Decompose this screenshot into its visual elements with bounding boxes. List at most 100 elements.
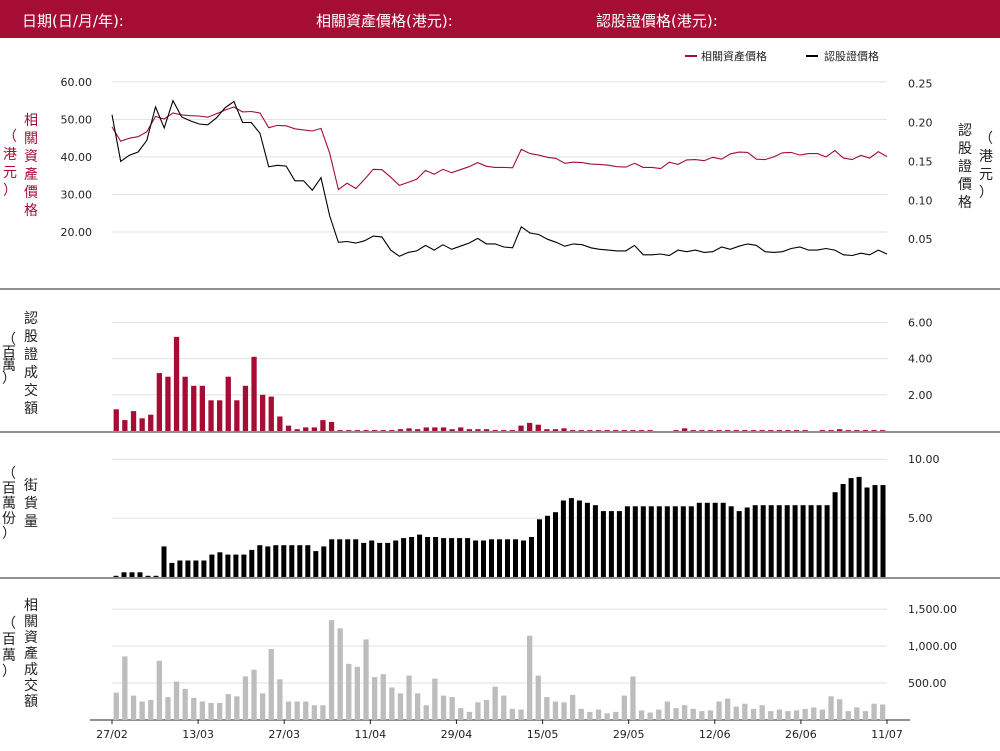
bar (425, 537, 431, 577)
bar (251, 669, 257, 720)
bar (656, 506, 662, 577)
bar (828, 430, 834, 431)
bar (457, 538, 463, 577)
bar (716, 701, 722, 720)
bar (268, 396, 274, 431)
bar (311, 427, 317, 431)
bar (389, 430, 395, 431)
bar (285, 425, 292, 431)
bar (785, 430, 791, 431)
bar (595, 709, 602, 720)
bar (208, 703, 214, 720)
bar (415, 429, 421, 431)
bar (406, 428, 412, 431)
bar (303, 427, 309, 431)
bar (501, 695, 507, 720)
bar (165, 697, 171, 720)
bar (372, 677, 378, 720)
bar (744, 507, 750, 577)
bar (415, 693, 421, 720)
bar (759, 430, 765, 431)
bar (819, 430, 825, 431)
bar (872, 485, 878, 577)
bar (122, 656, 128, 720)
legend-underlying: 相關資產價格 (701, 49, 767, 63)
bar (840, 484, 846, 577)
bar (880, 704, 886, 720)
bar (191, 385, 197, 431)
bar (234, 400, 240, 432)
axis-label-asset-turnover-text: （百萬） (2, 616, 16, 680)
outstanding-ticks: 10.00 5.00 (908, 453, 940, 525)
bar (752, 505, 758, 577)
bar (688, 506, 694, 577)
bar (193, 560, 199, 577)
bar (616, 511, 622, 577)
axis-label-warrant-text: （港元） (979, 131, 993, 201)
bar (277, 679, 283, 720)
bar (156, 373, 162, 431)
bar (139, 701, 145, 720)
bar (294, 429, 300, 431)
bar (313, 551, 319, 577)
outstanding-bars (113, 476, 886, 577)
axis-label-warrant-turnover: 認股證成交額 （百萬） (2, 311, 38, 417)
bar (208, 400, 214, 432)
bar (173, 681, 180, 720)
bar (241, 554, 247, 577)
bar (576, 500, 582, 577)
bar (328, 422, 335, 431)
bar (475, 702, 481, 720)
asset-turnover-ticks: 1,500.00 1,000.00 500.00 (908, 603, 957, 690)
bar (854, 707, 860, 720)
bar (122, 420, 128, 431)
x-tick-label: 15/05 (527, 728, 559, 741)
bar (311, 705, 317, 720)
left-tick: 20.00 (61, 226, 93, 239)
bar (281, 545, 287, 577)
bar (776, 709, 782, 720)
axis-label-warrant-turnover-text: （百萬） (2, 332, 16, 387)
bar (544, 697, 550, 720)
bar (699, 430, 705, 431)
bar (458, 427, 464, 431)
bar (473, 540, 479, 577)
bar (604, 713, 610, 720)
bar (225, 376, 231, 431)
warrant-turnover-bars (113, 336, 886, 432)
bar (716, 430, 722, 431)
bar (696, 502, 702, 577)
bar (871, 430, 877, 431)
bar (742, 430, 748, 431)
bar (648, 506, 654, 577)
bar (417, 534, 423, 577)
bar (793, 710, 800, 720)
x-tick-label: 27/03 (268, 728, 300, 741)
bar (440, 695, 447, 720)
bar (802, 708, 808, 720)
bar (624, 506, 630, 577)
bar (664, 506, 670, 577)
bar (225, 694, 231, 720)
warrant-turnover-ticks: 6.00 4.00 2.00 (908, 316, 933, 401)
axis-label-outstanding-text: （百萬份） (2, 466, 16, 542)
bar (792, 505, 798, 577)
bar (433, 537, 439, 577)
bar (337, 539, 343, 577)
warrant-price-line (111, 99, 888, 257)
bar (483, 700, 490, 720)
bar (260, 693, 266, 720)
bar (363, 639, 369, 720)
bar (776, 505, 782, 577)
bar (199, 701, 205, 720)
bar (321, 546, 327, 577)
bar (632, 506, 638, 577)
bar (432, 427, 438, 431)
bar (552, 429, 559, 431)
bar (481, 540, 486, 577)
bar (608, 511, 614, 577)
bar (251, 356, 257, 431)
bar (728, 506, 734, 577)
bar (560, 500, 566, 577)
left-tick: 40.00 (61, 151, 93, 164)
